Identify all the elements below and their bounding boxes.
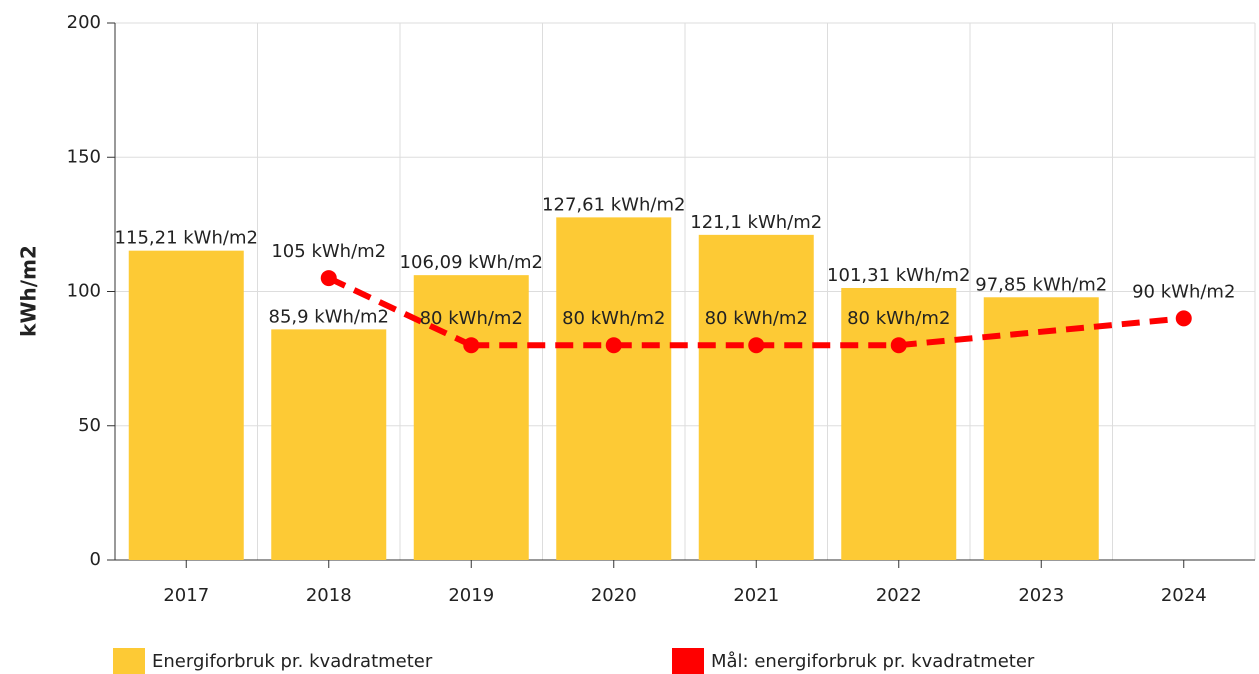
y-axis-label: kWh/m2 [17,245,41,337]
line-marker [1175,310,1192,327]
data-label: 127,61 kWh/m2 [542,194,685,215]
x-tick-label: 2021 [733,585,779,606]
data-label: 106,09 kWh/m2 [400,252,543,273]
x-tick-label: 2022 [876,585,922,606]
line-marker [605,337,622,354]
x-tick-label: 2023 [1018,585,1064,606]
line-marker [890,337,907,354]
legend-swatch [113,648,145,674]
legend-label: Mål: energiforbruk pr. kvadratmeter [711,651,1035,672]
data-label: 121,1 kWh/m2 [690,212,822,233]
x-tick-label: 2024 [1161,585,1207,606]
y-tick-label: 0 [90,549,101,570]
data-label: 80 kWh/m2 [562,308,665,329]
data-label: 97,85 kWh/m2 [975,274,1107,295]
data-label: 80 kWh/m2 [847,308,950,329]
bar [983,297,1099,560]
bar [413,275,529,560]
bar [271,329,387,560]
legend-swatch [672,648,704,674]
y-tick-label: 200 [67,12,101,33]
data-label: 90 kWh/m2 [1132,281,1235,302]
data-label: 101,31 kWh/m2 [827,265,970,286]
data-label: 80 kWh/m2 [420,308,523,329]
x-tick-label: 2018 [306,585,352,606]
bar [841,287,957,560]
y-tick-label: 150 [67,146,101,167]
line-marker [463,337,480,354]
bar [556,217,672,560]
y-tick-label: 50 [78,415,101,436]
line-segment [898,315,1185,349]
data-label: 85,9 kWh/m2 [269,306,389,327]
x-tick-label: 2019 [448,585,494,606]
line-marker [320,270,337,287]
legend-label: Energiforbruk pr. kvadratmeter [152,651,433,672]
data-label: 80 kWh/m2 [705,308,808,329]
y-tick-label: 100 [67,281,101,302]
data-label: 115,21 kWh/m2 [115,228,258,249]
data-label: 105 kWh/m2 [271,241,386,262]
bar [698,234,814,560]
line-marker [748,337,765,354]
x-tick-label: 2020 [591,585,637,606]
x-tick-label: 2017 [163,585,209,606]
bar [128,250,244,561]
